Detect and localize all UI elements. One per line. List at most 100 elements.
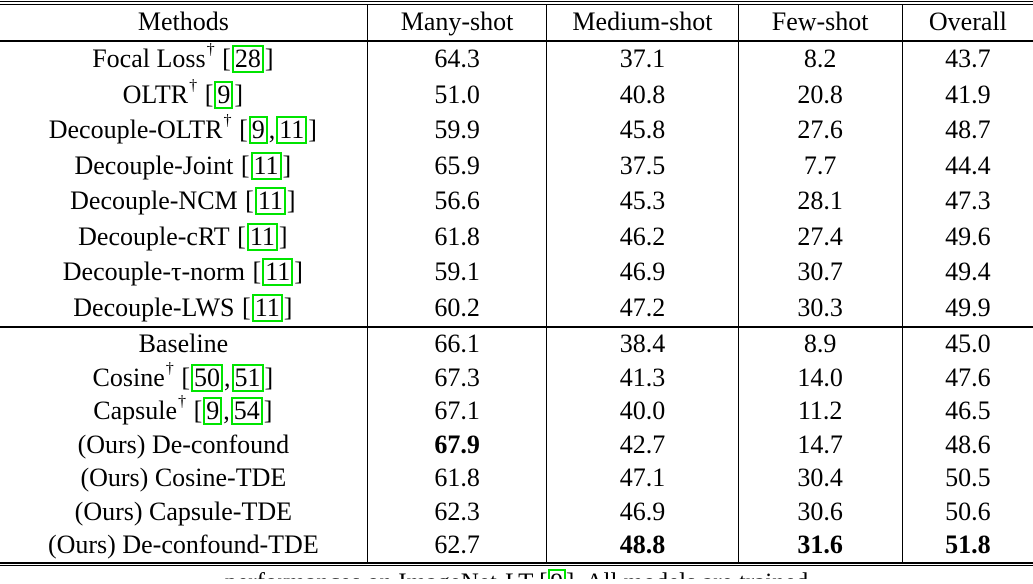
method-name: Focal Loss (92, 44, 206, 74)
value-cell: 46.2 (546, 219, 737, 255)
method-name: OLTR (122, 79, 189, 109)
value-cell: 41.9 (901, 77, 1033, 113)
value-cell: 20.8 (737, 77, 902, 113)
value-cell: 62.3 (366, 495, 547, 529)
close-bracket: ] (264, 44, 274, 74)
caption-text-prefix: performances on ImageNet-LT [ (225, 569, 548, 579)
value-cell: 8.2 (737, 41, 902, 77)
value-cell: 61.8 (366, 461, 547, 495)
value-cell: 30.4 (737, 461, 902, 495)
close-bracket: ] (278, 221, 288, 251)
col-header-few-shot: Few-shot (737, 4, 902, 40)
table-row: (Ours) Capsule-TDE 62.3 46.9 30.6 50.6 (0, 495, 1033, 529)
method-name: Decouple-Joint (74, 150, 234, 180)
citation-box[interactable]: 54 (230, 397, 263, 426)
citation-box[interactable]: 9 (248, 116, 268, 145)
table-row: (Ours) Cosine-TDE 61.8 47.1 30.4 50.5 (0, 461, 1033, 495)
value-cell: 50.6 (901, 495, 1033, 529)
col-header-many-shot: Many-shot (366, 4, 547, 40)
value-cell: 42.7 (546, 428, 737, 462)
open-bracket: [ (174, 362, 190, 392)
value-cell: 14.0 (737, 361, 902, 395)
value-cell: 56.6 (366, 183, 547, 219)
value-cell: 40.0 (546, 394, 737, 428)
close-bracket: ] (282, 150, 292, 180)
header-rule (0, 39, 1033, 42)
value-cell: 45.0 (901, 327, 1033, 361)
method-name: Decouple-τ-norm (62, 257, 246, 287)
close-bracket: ] (263, 396, 273, 426)
value-cell: 46.5 (901, 394, 1033, 428)
citation-box[interactable]: 9 (214, 80, 234, 109)
table-row: Decouple-cRT [11] 61.8 46.2 27.4 49.6 (0, 219, 1033, 255)
value-cell: 27.6 (737, 112, 902, 148)
citation-separator: , (224, 362, 231, 392)
value-cell: 67.3 (366, 361, 547, 395)
citation-box[interactable]: 9 (203, 397, 223, 426)
method-cell: Decouple-τ-norm [11] (0, 255, 367, 291)
close-bracket: ] (308, 115, 317, 145)
open-bracket: [ (187, 396, 203, 426)
value-cell: 30.3 (737, 290, 902, 326)
open-bracket: [ (234, 150, 250, 180)
method-name: Cosine (92, 362, 165, 392)
value-cell: 59.1 (366, 254, 547, 290)
method-cell: Capsule † [9, 54] (93, 393, 273, 426)
value-cell: 66.1 (366, 327, 547, 361)
close-bracket: ] (286, 186, 296, 216)
value-cell: 47.6 (901, 361, 1033, 395)
table-row: Decouple-τ-norm [11] 59.1 46.9 30.7 49.4 (0, 254, 1033, 291)
citation-box[interactable]: 11 (250, 151, 282, 180)
value-cell: 7.7 (737, 148, 902, 184)
value-cell: 38.4 (546, 327, 737, 361)
citation-box[interactable]: 11 (246, 222, 278, 251)
table-row: OLTR † [9] 51.0 40.8 20.8 41.9 (0, 77, 1033, 113)
citation-box[interactable]: 11 (262, 258, 294, 287)
caption-text-suffix: ]. All models are trained (566, 569, 808, 579)
value-cell: 61.8 (366, 219, 547, 255)
caption-clip: performances on ImageNet-LT [9]. All mod… (0, 568, 1033, 579)
value-cell: 65.9 (366, 148, 547, 184)
value-cell: 50.5 (901, 461, 1033, 495)
citation-separator: , (268, 115, 276, 145)
open-bracket: [ (238, 186, 254, 216)
value-cell: 51.8 (901, 528, 1033, 562)
value-cell: 14.7 (737, 428, 902, 462)
value-cell: 67.1 (366, 394, 547, 428)
table-row: Cosine † [50, 51] 67.3 41.3 14.0 47.6 (0, 360, 1033, 395)
citation-box[interactable]: 50 (191, 363, 223, 392)
value-cell: 37.1 (546, 41, 737, 77)
close-bracket: ] (234, 79, 244, 109)
citation-box[interactable]: 11 (251, 293, 283, 322)
close-bracket: ] (294, 257, 303, 287)
value-cell: 28.1 (737, 183, 902, 219)
value-cell: 47.2 (546, 290, 737, 326)
value-cell: 46.9 (546, 254, 737, 290)
open-bracket: [ (246, 257, 262, 287)
method-name: Decouple-cRT (78, 221, 230, 251)
method-name: (Ours) Capsule-TDE (74, 496, 293, 526)
value-cell: 48.8 (546, 528, 737, 562)
value-cell: 49.6 (901, 219, 1033, 255)
value-cell: 27.4 (737, 219, 902, 255)
value-cell: 59.9 (366, 112, 547, 148)
value-cell: 49.9 (901, 290, 1033, 326)
citation-box[interactable]: 11 (276, 116, 308, 145)
citation-box[interactable]: 51 (231, 363, 264, 392)
method-cell: (Ours) De-confound-TDE (0, 529, 367, 563)
method-name: (Ours) Cosine-TDE (80, 463, 287, 493)
table-row: (Ours) De-confound 67.9 42.7 14.7 48.6 (0, 428, 1033, 462)
method-cell: (Ours) Capsule-TDE (0, 495, 367, 529)
open-bracket: [ (232, 115, 248, 145)
method-name: Decouple-LWS (73, 292, 235, 322)
col-header-medium-shot: Medium-shot (546, 4, 737, 40)
value-cell: 46.9 (546, 495, 737, 529)
citation-box[interactable]: 28 (231, 45, 264, 74)
method-cell: Focal Loss † [28] (92, 41, 274, 74)
method-cell: OLTR † [9] (122, 76, 244, 109)
method-cell: (Ours) De-confound (0, 428, 367, 462)
citation-box[interactable]: 9 (547, 568, 566, 579)
citation-box[interactable]: 11 (254, 187, 286, 216)
table-row: Decouple-Joint [11] 65.9 37.5 7.7 44.4 (0, 148, 1033, 184)
close-bracket: ] (264, 362, 274, 392)
